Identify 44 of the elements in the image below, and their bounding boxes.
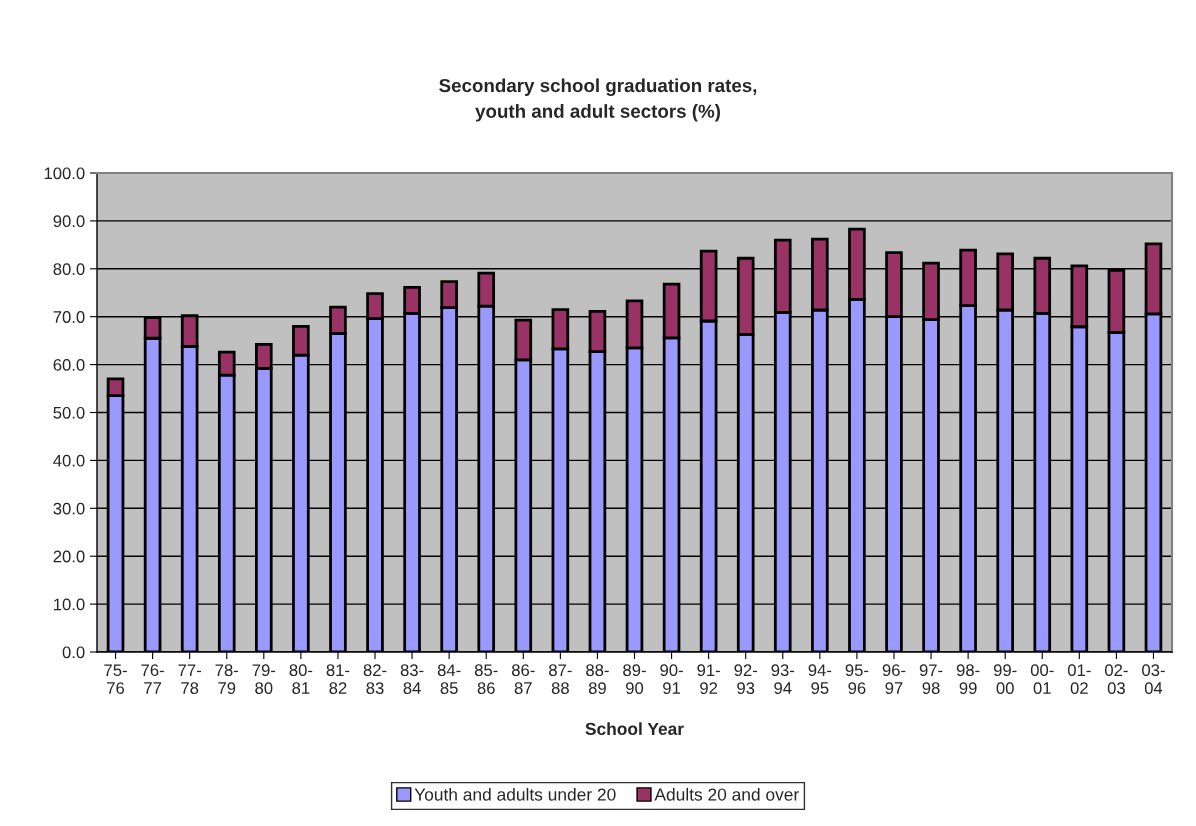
x-tick-label: 75- 76 <box>104 664 127 694</box>
x-axis-title: School Year <box>585 722 684 736</box>
y-tick-label: 60.0 <box>53 359 85 371</box>
x-tick-label: 80- 81 <box>289 664 313 694</box>
y-tick-label: 90.0 <box>53 215 85 228</box>
x-tick-label: 81- 82 <box>326 664 350 694</box>
x-tick-label: 85- 86 <box>474 664 498 694</box>
x-tick-label: 91- 92 <box>697 664 720 694</box>
x-tick-label: 93- 94 <box>771 664 795 694</box>
x-tick-label: 79- 80 <box>252 664 276 694</box>
x-tick-label: 86- 87 <box>511 664 535 694</box>
x-tick-label: 76- 77 <box>141 664 164 694</box>
x-tick-label: 78- 79 <box>215 664 239 694</box>
x-tick-label: 02- 03 <box>1105 664 1128 694</box>
x-tick-label: 89- 90 <box>623 664 646 694</box>
x-tick-label: 98- 99 <box>956 664 980 694</box>
x-tick-label: 95- 96 <box>845 664 869 694</box>
y-tick-label: 10.0 <box>54 598 85 611</box>
x-tick-label: 96- 97 <box>882 664 906 694</box>
chart-title: Secondary school graduation rates, youth and adult sectors (%) <box>439 78 757 122</box>
legend-label: Adults 20 and over <box>654 787 799 801</box>
x-tick-label: 97- 98 <box>919 664 943 694</box>
legend-label: Youth and adults under 20 <box>414 787 616 801</box>
x-tick-label: 00- 01 <box>1030 664 1054 694</box>
x-tick-label: 01- 02 <box>1067 664 1091 694</box>
y-tick-label: 100.0 <box>44 167 85 180</box>
y-tick-label: 70.0 <box>53 311 85 323</box>
y-tick-label: 40.0 <box>53 454 85 467</box>
x-tick-label: 82- 83 <box>363 664 387 694</box>
x-tick-label: 88- 89 <box>586 664 609 694</box>
x-tick-label: 99- 00 <box>993 664 1017 694</box>
y-tick-label: 50.0 <box>53 406 85 419</box>
y-tick-label: 80.0 <box>53 263 85 275</box>
y-tick-label: 20.0 <box>53 550 85 563</box>
y-tick-label: 0.0 <box>62 646 85 659</box>
x-tick-label: 90- 91 <box>660 664 683 694</box>
x-tick-label: 83- 84 <box>400 664 424 694</box>
x-tick-label: 84- 85 <box>437 664 461 694</box>
x-tick-label: 92- 93 <box>734 664 758 694</box>
x-tick-label: 03- 04 <box>1142 664 1165 694</box>
x-tick-label: 94- 95 <box>808 664 832 694</box>
x-tick-label: 87- 88 <box>549 664 572 694</box>
x-tick-label: 77- 78 <box>178 664 201 694</box>
y-tick-label: 30.0 <box>53 502 85 515</box>
